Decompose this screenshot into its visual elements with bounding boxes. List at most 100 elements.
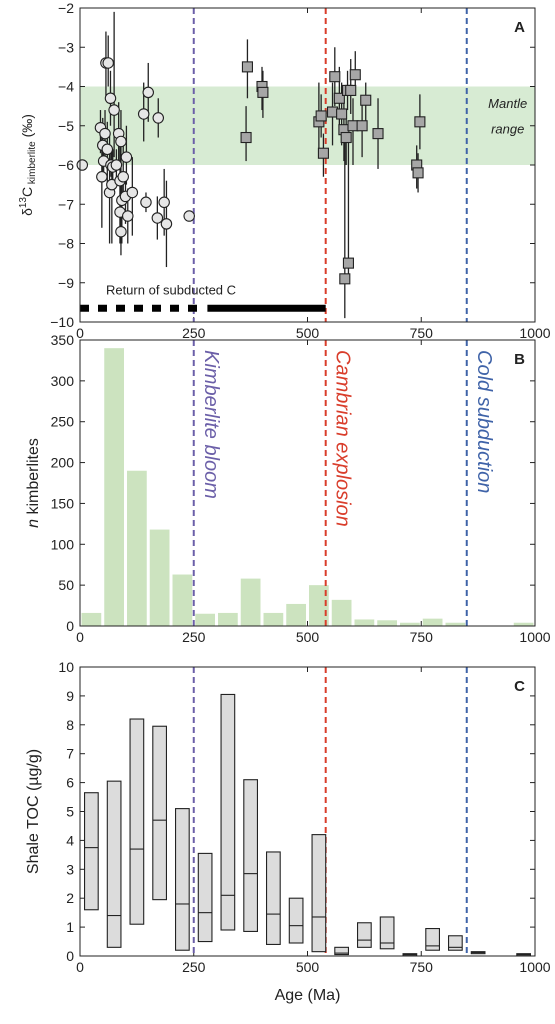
square-marker bbox=[317, 147, 329, 159]
circle-marker bbox=[115, 225, 127, 238]
toc-range-box bbox=[243, 779, 259, 932]
y-label-13: 13 bbox=[18, 197, 29, 209]
panel-a-reference-lines bbox=[192, 8, 468, 322]
subducted-c-label: Return of subducted C bbox=[106, 283, 236, 298]
square-marker bbox=[333, 92, 345, 104]
circle-marker bbox=[110, 159, 123, 171]
square-marker bbox=[349, 69, 361, 81]
y-tick-label: 1 bbox=[66, 919, 74, 935]
toc-range-box bbox=[425, 927, 440, 951]
y-tick-label: −2 bbox=[58, 0, 74, 16]
square-marker bbox=[414, 116, 426, 128]
circle-marker bbox=[126, 186, 139, 199]
square-marker bbox=[340, 131, 352, 144]
y-label-delta: δ bbox=[19, 208, 35, 216]
toc-range-box bbox=[334, 946, 349, 956]
x-tick-label: 750 bbox=[410, 959, 434, 975]
panel-b-reference-lines bbox=[192, 340, 468, 626]
y-tick-label: −9 bbox=[58, 275, 74, 291]
circle-marker bbox=[115, 135, 127, 148]
panel-b-ticks: 0 250 500 750 1000 0 50 100 150 200 250 300 350 bbox=[51, 332, 551, 645]
toc-range-box bbox=[356, 922, 372, 948]
toc-range-box bbox=[379, 916, 395, 950]
y-tick-label: 200 bbox=[51, 455, 75, 471]
square-marker bbox=[339, 273, 351, 285]
x-tick-label: 0 bbox=[76, 325, 84, 341]
x-tick-label: 1000 bbox=[519, 325, 550, 341]
y-tick-label: −3 bbox=[58, 39, 74, 55]
x-tick-label: 0 bbox=[76, 959, 84, 975]
histogram-bar bbox=[172, 574, 193, 626]
square-marker bbox=[342, 257, 355, 269]
circle-marker bbox=[151, 212, 164, 224]
square-marker bbox=[257, 86, 269, 98]
y-tick-label: 6 bbox=[66, 775, 74, 791]
panel-b: 0 250 500 750 1000 0 50 100 150 200 250 300 350 B Ki… bbox=[25, 332, 551, 645]
circle-marker bbox=[101, 143, 114, 156]
square-marker bbox=[326, 106, 339, 118]
mantle-range-band bbox=[80, 86, 535, 165]
y-tick-label: −10 bbox=[50, 314, 74, 330]
y-tick-label: 0 bbox=[66, 618, 74, 634]
circle-marker bbox=[122, 210, 134, 222]
y-tick-label: −8 bbox=[58, 236, 74, 252]
histogram-bar bbox=[240, 578, 261, 626]
panel-b-letter: B bbox=[514, 351, 525, 368]
x-tick-label: 500 bbox=[296, 325, 320, 341]
toc-range-box bbox=[197, 852, 213, 943]
circle-marker bbox=[160, 218, 173, 230]
y-tick-label: 350 bbox=[51, 332, 75, 348]
y-tick-label: 300 bbox=[51, 373, 75, 389]
cambrian-explosion-label: Cambrian explosion bbox=[332, 350, 354, 527]
x-axis-label: Age (Ma) bbox=[275, 987, 341, 1004]
histogram-bar bbox=[263, 612, 284, 626]
square-marker bbox=[345, 84, 357, 96]
y-tick-label: 4 bbox=[66, 832, 74, 848]
square-marker bbox=[315, 110, 327, 122]
histogram-bar bbox=[309, 585, 329, 626]
mantle-range-label-line1: Mantle bbox=[488, 96, 527, 111]
panel-c-y-axis-label: Shale TOC (µg/g) bbox=[25, 749, 42, 874]
toc-range-box bbox=[288, 897, 304, 944]
histogram-bar bbox=[445, 622, 466, 626]
circle-marker bbox=[108, 104, 120, 116]
circle-marker bbox=[183, 210, 195, 222]
circle-marker bbox=[102, 57, 114, 69]
y-tick-label: 5 bbox=[66, 804, 74, 820]
y-tick-label: −7 bbox=[58, 196, 74, 212]
toc-range-box bbox=[175, 808, 190, 951]
panel-c-frame bbox=[79, 666, 536, 957]
circle-marker bbox=[137, 108, 150, 120]
kimberlite-bloom-label: Kimberlite bloom bbox=[200, 350, 222, 499]
x-tick-label: 250 bbox=[182, 325, 206, 341]
x-tick-label: 1000 bbox=[519, 959, 550, 975]
toc-range-box bbox=[447, 935, 463, 951]
histogram-bar bbox=[104, 348, 124, 626]
toc-range-box bbox=[265, 851, 281, 945]
y-tick-label: 8 bbox=[66, 717, 74, 733]
circle-marker bbox=[152, 112, 165, 124]
circle-marker bbox=[99, 127, 111, 140]
y-tick-label: 7 bbox=[66, 746, 74, 762]
y-tick-label: −5 bbox=[58, 118, 74, 134]
mantle-range-rect bbox=[80, 86, 535, 165]
x-tick-label: 250 bbox=[182, 629, 206, 645]
x-tick-label: 1000 bbox=[519, 629, 550, 645]
circle-marker bbox=[140, 196, 152, 209]
x-tick-label: 250 bbox=[182, 959, 206, 975]
square-marker bbox=[240, 131, 252, 144]
panel-a: 0 250 500 750 1000 −2 −3 −4 −5 −6 −7 −8 −9 −10 A Mant… bbox=[18, 0, 551, 341]
x-tick-label: 0 bbox=[76, 629, 84, 645]
x-tick-label: 500 bbox=[296, 959, 320, 975]
y-tick-label: 100 bbox=[51, 536, 75, 552]
y-tick-label: −6 bbox=[58, 157, 74, 173]
histogram-bar bbox=[331, 599, 352, 626]
toc-range-box bbox=[84, 792, 99, 911]
circle-marker bbox=[117, 171, 129, 183]
y-tick-label: 9 bbox=[66, 688, 74, 704]
histogram-bar bbox=[81, 612, 102, 626]
y-tick-label: 2 bbox=[66, 890, 74, 906]
circle-marker bbox=[96, 171, 108, 183]
histogram-bar bbox=[377, 620, 397, 626]
square-marker bbox=[412, 167, 424, 179]
